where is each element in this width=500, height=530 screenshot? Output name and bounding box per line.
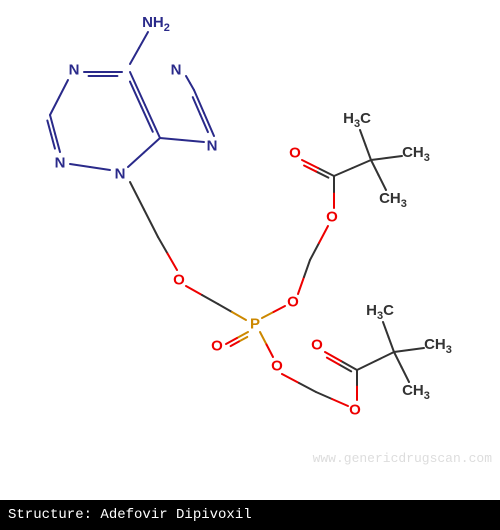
atom-CH3_1a: H3C [343,110,371,130]
watermark-text: www.genericdrugscan.com [313,451,492,466]
atom-O_e2b: O [311,337,323,354]
atom-O_eth: O [173,272,185,289]
atom-CH3_2b: CH3 [424,336,452,356]
caption-text: Structure: Adefovir Dipivoxil [8,507,252,523]
atom-N3: N [69,62,80,79]
atom-P: P [250,316,260,333]
atom-CH3_1c: CH3 [379,190,407,210]
atom-O_e1a: O [326,209,338,226]
atom-O_dbl: O [211,338,223,355]
atom-O_e1b: O [289,145,301,162]
atom-CH3_1b: CH3 [402,144,430,164]
atom-N7: N [55,155,66,172]
caption-bar: Structure: Adefovir Dipivoxil [0,500,500,530]
atom-CH3_2a: H3C [366,302,394,322]
structure-canvas: NH2 N N N N N O P O O O O O O O H3C CH3 CH3 H3C CH3 CH3 www.… [0,0,500,500]
atom-N9: N [115,166,126,183]
atom-N1: N [171,62,182,79]
atom-N5: N [207,138,218,155]
atom-O_arm2: O [271,358,283,375]
atom-O_e2a: O [349,402,361,419]
atom-CH3_2c: CH3 [402,382,430,402]
atom-NH2: NH2 [142,14,170,34]
atom-O_arm1: O [287,294,299,311]
